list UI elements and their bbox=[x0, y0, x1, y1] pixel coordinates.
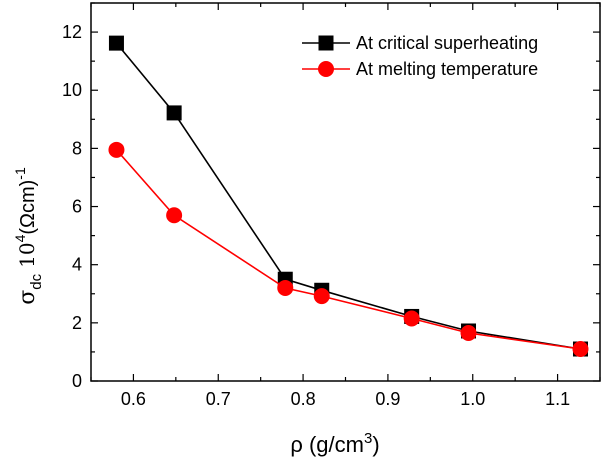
x-axis-label-sup: 3 bbox=[364, 430, 372, 447]
x-tick-label: 1.1 bbox=[545, 389, 570, 409]
y-tick-label: 2 bbox=[72, 313, 82, 333]
y-axis-label-unit-exp: -1 bbox=[12, 167, 28, 180]
y-axis-label-sub: dc bbox=[28, 273, 45, 289]
series-2-point bbox=[166, 207, 183, 224]
y-axis-label-exp: 4 bbox=[12, 234, 28, 242]
x-tick-label: 0.6 bbox=[121, 389, 146, 409]
series-2-point bbox=[108, 141, 125, 158]
svg-text:σdc104(Ωcm)-1: σdc 104(Ωcm)-1 bbox=[12, 167, 45, 305]
y-tick-label: 0 bbox=[72, 371, 82, 391]
series-1-point bbox=[166, 105, 182, 121]
series-2-point bbox=[403, 310, 420, 327]
series-2-point bbox=[313, 288, 330, 305]
plot-area: 0.6 0.7 0.8 0.9 1.0 1.1 0 2 4 6 8 10 12 bbox=[62, 2, 601, 409]
x-tick-label: 1.0 bbox=[460, 389, 485, 409]
legend: At critical superheating At melting tempe… bbox=[302, 33, 538, 79]
y-tick-label: 4 bbox=[72, 255, 82, 275]
legend-marker-2 bbox=[318, 61, 334, 77]
series-2-point bbox=[277, 279, 294, 296]
y-axis-label: σdc 104(Ωcm)-1 bbox=[12, 167, 45, 305]
legend-marker-1 bbox=[318, 35, 334, 51]
x-axis-label-end: ) bbox=[372, 432, 379, 457]
series-line-2 bbox=[115, 149, 581, 350]
series-2-point bbox=[572, 341, 589, 358]
x-tick-label: 0.7 bbox=[206, 389, 231, 409]
series-1-point bbox=[108, 35, 124, 51]
x-axis-label-base: ρ (g/cm bbox=[290, 432, 364, 457]
legend-label-2: At melting temperature bbox=[356, 59, 538, 79]
series-2-point bbox=[460, 325, 477, 342]
y-tick-label: 6 bbox=[72, 197, 82, 217]
y-axis-label-unit: (Ωcm) bbox=[17, 180, 39, 235]
y-tick-label: 12 bbox=[62, 22, 82, 42]
y-tick-label: 8 bbox=[72, 138, 82, 158]
legend-label-1: At critical superheating bbox=[356, 33, 538, 53]
y-tick-label: 10 bbox=[62, 80, 82, 100]
y-axis-label-sigma: σ bbox=[15, 290, 40, 305]
x-tick-label: 0.8 bbox=[291, 389, 316, 409]
x-axis-label: ρ (g/cm3) bbox=[290, 430, 379, 457]
y-axis-label-ten: 10 bbox=[15, 242, 39, 267]
x-tick-label: 0.9 bbox=[375, 389, 400, 409]
